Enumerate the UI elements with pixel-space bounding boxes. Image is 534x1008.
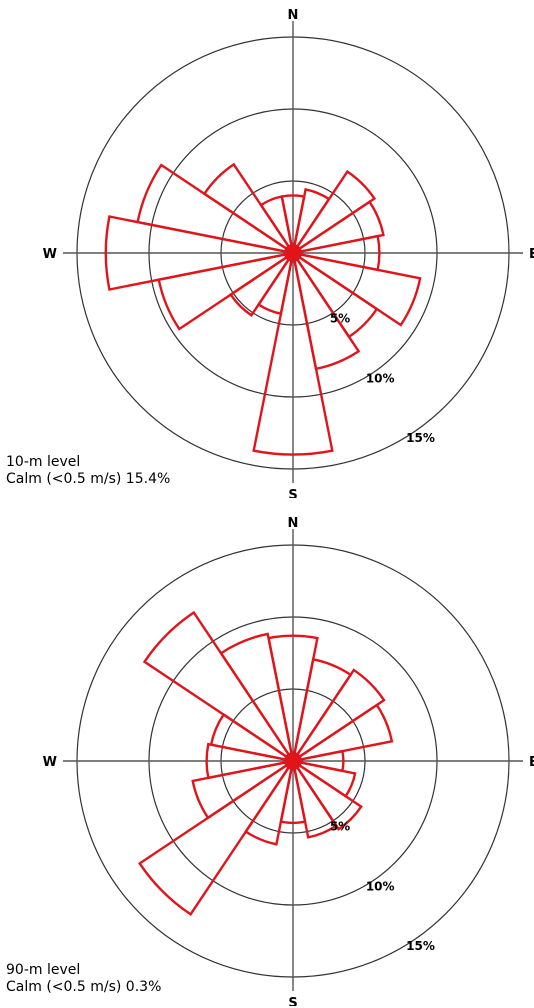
petal-ne bbox=[292, 668, 386, 762]
compass-w: W bbox=[43, 247, 57, 262]
calm-label: Calm (<0.5 m/s) 15.4% bbox=[6, 471, 171, 487]
ring-label-5: 5% bbox=[330, 820, 350, 834]
petal-wsw bbox=[157, 251, 294, 331]
compass-n: N bbox=[288, 8, 299, 23]
level-label: 10-m level bbox=[6, 454, 81, 470]
petal-nw bbox=[202, 162, 294, 254]
level-label: 90-m level bbox=[6, 962, 81, 978]
petal-ene bbox=[292, 703, 394, 763]
ring-label-10: 10% bbox=[366, 371, 395, 385]
petal-wsw bbox=[191, 759, 294, 820]
petal-ne bbox=[292, 169, 377, 254]
center-hub bbox=[284, 244, 302, 262]
ring-label-10: 10% bbox=[366, 879, 395, 893]
petal-s bbox=[252, 252, 334, 456]
petal-nnw bbox=[259, 195, 295, 254]
calm-label: Calm (<0.5 m/s) 0.3% bbox=[6, 979, 162, 995]
compass-s: S bbox=[288, 488, 297, 498]
compass-w: W bbox=[43, 755, 57, 770]
petal-nne bbox=[291, 657, 353, 762]
petal-sw bbox=[138, 760, 294, 916]
petal-ene bbox=[292, 200, 385, 255]
petal-nw bbox=[142, 610, 294, 762]
petal-wnw bbox=[136, 163, 294, 255]
compass-e: E bbox=[529, 247, 534, 262]
wind-rose-10m: 5% 10% 15% N S W E bbox=[43, 8, 534, 498]
petal-sse bbox=[291, 760, 338, 839]
petal-se bbox=[292, 760, 363, 831]
caption-10m: 10-m level Calm (<0.5 m/s) 15.4% bbox=[6, 454, 170, 488]
petal-ese bbox=[292, 251, 422, 327]
ring-label-5: 5% bbox=[330, 312, 350, 326]
center-hub bbox=[284, 752, 302, 770]
ring-label-15: 15% bbox=[406, 939, 435, 953]
wind-rose-90m: 5% 10% 15% N S W E bbox=[43, 516, 534, 1006]
compass-s: S bbox=[288, 996, 297, 1006]
caption-90m: 90-m level Calm (<0.5 m/s) 0.3% bbox=[6, 962, 161, 996]
ring-label-15: 15% bbox=[406, 431, 435, 445]
compass-n: N bbox=[288, 516, 299, 531]
compass-e: E bbox=[529, 755, 534, 770]
petal-nnw bbox=[219, 632, 295, 762]
petal-w bbox=[104, 215, 294, 291]
petal-w bbox=[205, 742, 294, 780]
